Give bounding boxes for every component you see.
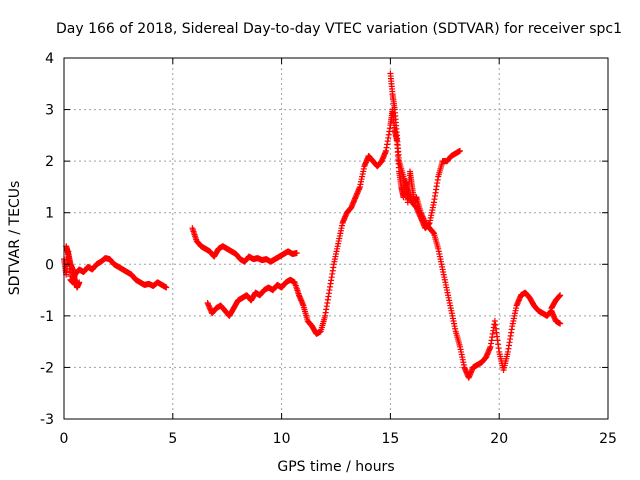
x-axis-label: GPS time / hours	[277, 459, 394, 475]
y-tick-label: -2	[40, 360, 54, 376]
x-tick-label: 25	[599, 431, 617, 447]
x-tick-label: 5	[168, 431, 177, 447]
y-tick-label: 0	[45, 257, 54, 273]
series-segment-1b	[63, 243, 83, 291]
y-tick-label: -1	[40, 309, 54, 325]
plot-frame	[63, 57, 609, 420]
y-tick-label: 2	[45, 154, 54, 170]
axis-ticks: 0 5 10 15 20 25 -3 -2 -1 0 1 2 3 4	[40, 51, 617, 447]
data-point	[293, 249, 300, 256]
y-tick-label: 4	[45, 51, 54, 67]
series-segment-3	[204, 106, 564, 381]
x-tick-label: 20	[490, 431, 508, 447]
series-segment-2	[189, 225, 300, 265]
chart-title: Day 166 of 2018, Sidereal Day-to-day VTE…	[56, 21, 622, 37]
series-segment-5	[548, 292, 564, 312]
data-point	[557, 320, 564, 327]
series-segment-4	[387, 70, 464, 232]
data-point	[76, 279, 83, 286]
data-point	[457, 147, 464, 154]
y-tick-label: 1	[45, 206, 54, 222]
y-tick-label: -3	[40, 412, 54, 428]
data-point	[557, 292, 564, 299]
data-point	[163, 284, 170, 291]
y-tick-label: 3	[45, 103, 54, 119]
x-tick-label: 10	[273, 431, 291, 447]
x-tick-label: 15	[381, 431, 399, 447]
data-points	[61, 70, 564, 381]
y-axis-label: SDTVAR / TECUs	[7, 181, 23, 296]
x-tick-label: 0	[60, 431, 69, 447]
grid	[64, 58, 608, 419]
series-segment-1	[61, 248, 170, 291]
